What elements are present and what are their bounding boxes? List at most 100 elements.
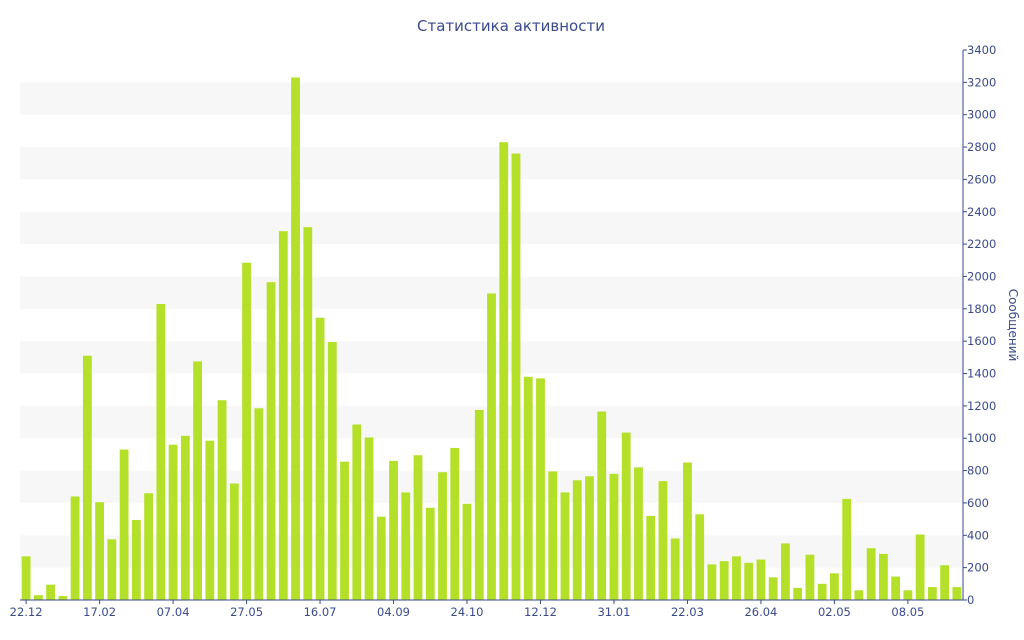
x-tick-label: 04.09 xyxy=(377,605,410,619)
bar xyxy=(58,595,68,600)
bar xyxy=(634,467,643,600)
y-tick-label: 2200 xyxy=(967,237,996,251)
chart-title: Статистика активности xyxy=(417,17,605,35)
y-tick-label: 1000 xyxy=(967,431,996,445)
bar xyxy=(82,355,92,600)
bar xyxy=(474,409,484,600)
bar xyxy=(805,554,815,600)
bar xyxy=(46,584,56,600)
bar xyxy=(646,515,656,600)
bar xyxy=(462,503,472,600)
bar xyxy=(242,262,251,600)
bar xyxy=(21,556,31,600)
bar xyxy=(536,378,545,600)
y-tick-label: 400 xyxy=(967,528,989,542)
bar xyxy=(217,400,227,600)
bar xyxy=(266,282,276,600)
bar xyxy=(511,153,521,600)
bar xyxy=(842,498,852,600)
bar xyxy=(891,576,901,600)
bar xyxy=(180,435,190,600)
bar xyxy=(499,142,509,600)
bar xyxy=(793,587,803,600)
bar xyxy=(927,587,937,600)
bar xyxy=(854,590,864,600)
bar xyxy=(817,583,827,600)
y-tick-label: 2800 xyxy=(967,140,996,154)
bar xyxy=(376,516,386,600)
bar xyxy=(830,573,839,600)
bar xyxy=(401,492,411,600)
x-tick-label: 22.12 xyxy=(10,605,43,619)
y-tick-label: 1400 xyxy=(967,367,996,381)
bar xyxy=(903,590,913,600)
bar xyxy=(119,449,129,600)
bar xyxy=(866,548,876,600)
y-axis-label: Сообщений xyxy=(1006,289,1020,362)
y-tick-label: 1600 xyxy=(967,334,996,348)
bar xyxy=(548,471,558,600)
bar-series xyxy=(21,77,962,600)
grid-band xyxy=(20,211,963,245)
bar xyxy=(205,440,215,600)
bar xyxy=(487,293,496,600)
bar xyxy=(585,476,594,600)
bar xyxy=(425,507,435,600)
bar xyxy=(95,502,105,600)
bar xyxy=(327,341,337,600)
bar xyxy=(707,564,717,600)
bar xyxy=(719,561,729,600)
x-tick-label: 27.05 xyxy=(230,605,263,619)
x-tick-label: 07.04 xyxy=(157,605,190,619)
bar xyxy=(315,317,325,600)
y-tick-label: 600 xyxy=(967,496,989,510)
bar xyxy=(768,577,778,600)
y-axis-ticks: 0 200 400 600 800 1000 1200 1400 1600 1800 2000 220… xyxy=(963,43,996,607)
bar xyxy=(278,231,288,600)
bar xyxy=(744,562,754,600)
bar xyxy=(560,492,570,600)
bar xyxy=(878,553,888,600)
bar xyxy=(413,455,423,600)
bar xyxy=(33,595,43,600)
bar xyxy=(352,424,362,600)
bar xyxy=(952,587,962,600)
x-tick-label: 02.05 xyxy=(818,605,851,619)
x-tick-label: 16.07 xyxy=(304,605,337,619)
y-tick-label: 3200 xyxy=(967,75,996,89)
grid-band xyxy=(20,147,963,180)
x-axis-ticks: 22.12 17.02 07.04 27.05 16.07 04.09 24.10 12.12… xyxy=(10,600,924,619)
bar xyxy=(756,559,766,600)
bar xyxy=(389,460,398,600)
bar xyxy=(695,514,705,600)
bar xyxy=(107,539,117,600)
axes xyxy=(20,50,964,601)
bar xyxy=(168,444,178,600)
bar xyxy=(229,483,239,600)
bar xyxy=(621,432,631,600)
bar xyxy=(193,361,202,600)
x-tick-label: 24.10 xyxy=(451,605,484,619)
bar xyxy=(732,556,741,600)
bar xyxy=(597,411,607,600)
bar xyxy=(364,437,374,600)
y-tick-label: 3000 xyxy=(967,108,996,122)
y-tick-label: 1200 xyxy=(967,399,996,413)
x-tick-label: 26.04 xyxy=(744,605,777,619)
bar xyxy=(940,565,950,600)
x-tick-label: 12.12 xyxy=(524,605,557,619)
bar xyxy=(156,303,166,600)
grid-band xyxy=(20,82,963,115)
bar xyxy=(523,376,533,600)
bar xyxy=(683,462,692,600)
y-tick-label: 800 xyxy=(967,464,989,478)
y-tick-label: 200 xyxy=(967,561,989,575)
bar xyxy=(609,473,619,600)
bar xyxy=(303,227,313,600)
bar xyxy=(70,496,80,600)
bar xyxy=(658,481,668,600)
x-tick-label: 22.03 xyxy=(671,605,704,619)
bar xyxy=(144,493,153,600)
y-tick-label: 1800 xyxy=(967,302,996,316)
